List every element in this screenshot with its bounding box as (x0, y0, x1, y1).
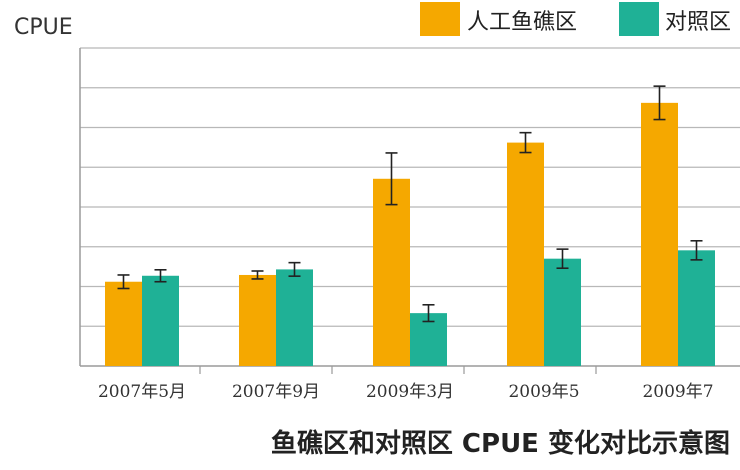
error-bar (154, 269, 167, 283)
x-tick-label: 2009年3月 (366, 382, 454, 402)
x-tick-label: 2009年5 (508, 382, 579, 402)
bar (507, 142, 544, 366)
error-bar (385, 152, 398, 206)
legend: 人工鱼礁区 对照区 (420, 2, 731, 36)
error-bar (251, 270, 264, 280)
bar (544, 258, 581, 366)
bars (105, 102, 715, 366)
bar (641, 102, 678, 366)
bar (142, 275, 179, 366)
bar (373, 178, 410, 366)
bar (239, 274, 276, 366)
error-bar (117, 274, 130, 290)
x-tick-labels: 2007年5月 2007年9月 2009年3月 2009年5 2009年7 (98, 382, 714, 402)
legend-swatch-control (619, 2, 659, 36)
error-bar (690, 239, 703, 261)
x-tick-label: 2007年5月 (98, 382, 186, 402)
gridlines (79, 47, 740, 367)
bar (105, 281, 142, 366)
error-bar (519, 131, 532, 154)
chart-title: 鱼礁区和对照区 CPUE 变化对比示意图 (271, 428, 730, 459)
x-tick-label: 2007年9月 (232, 382, 320, 402)
error-bar (422, 303, 435, 323)
bar (276, 269, 313, 366)
x-tick-marks (199, 366, 597, 374)
error-bar (653, 85, 666, 121)
y-axis-label: CPUE (14, 15, 73, 40)
x-tick-label: 2009年7 (642, 382, 713, 402)
error-bars (117, 85, 703, 323)
legend-label-artificial-reef: 人工鱼礁区 (467, 10, 577, 35)
bar (678, 250, 715, 366)
legend-swatch-artificial-reef (420, 2, 460, 36)
error-bar (288, 261, 301, 277)
legend-label-control: 对照区 (665, 10, 731, 35)
error-bar (556, 248, 569, 270)
